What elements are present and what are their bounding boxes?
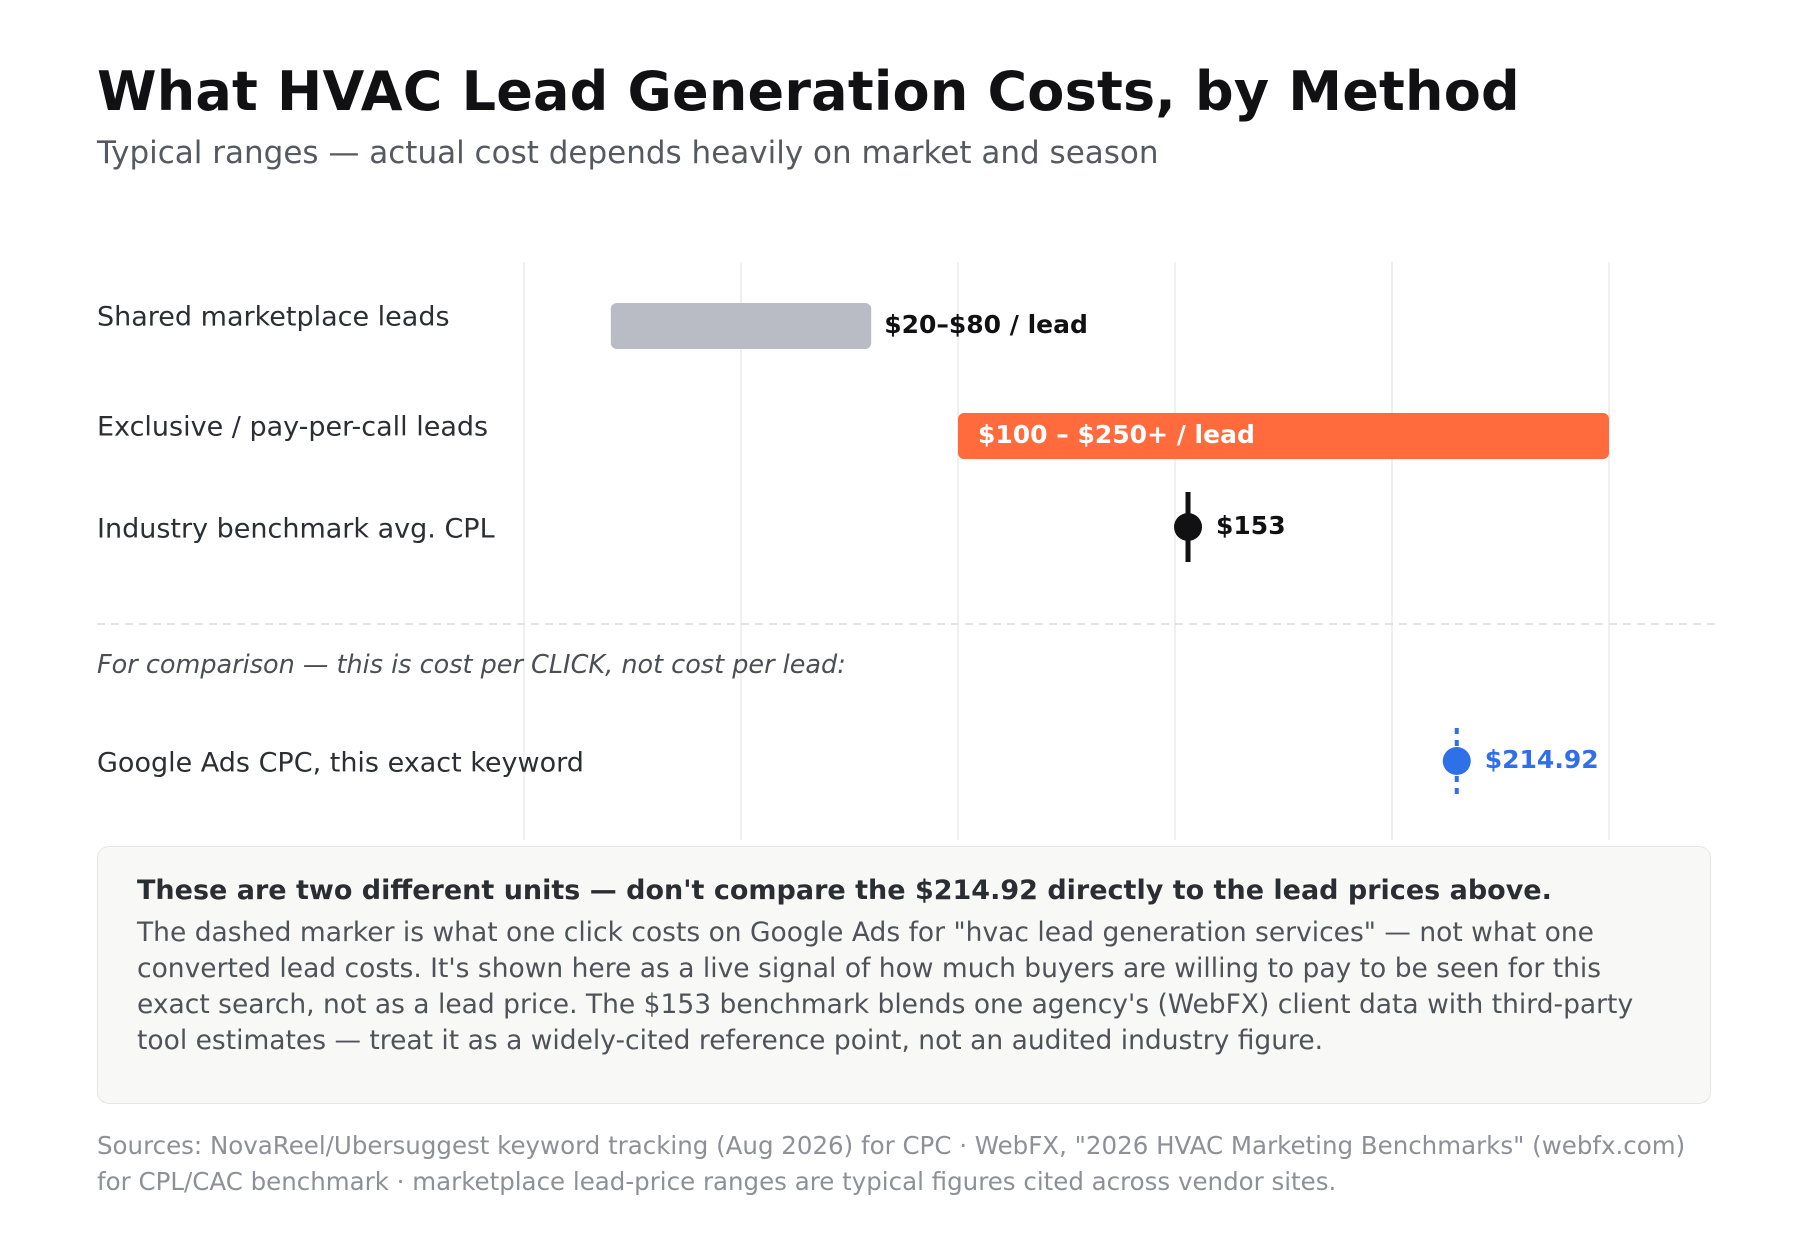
cpc-label-cmp0: $214.92: [1485, 745, 1599, 774]
row-label-0: Shared marketplace leads: [97, 302, 450, 333]
range-label-0: $20–$80 / lead: [884, 310, 1088, 339]
units-warning-callout: These are two different units — don't co…: [97, 846, 1711, 1104]
benchmark-label-2: $153: [1216, 511, 1286, 540]
comparison-note: For comparison — this is cost per CLICK,…: [97, 650, 846, 680]
row-label-2: Industry benchmark avg. CPL: [97, 514, 495, 545]
lead-cost-chart: Shared marketplace leads $20–$80 / lead Ex…: [97, 262, 1717, 840]
callout-heading: These are two different units — don't co…: [137, 875, 1552, 906]
callout-body: The dashed marker is what one click cost…: [137, 917, 1634, 1056]
chart-subtitle: Typical ranges — actual cost depends hea…: [97, 135, 1159, 171]
row-label-1: Exclusive / pay-per-call leads: [97, 412, 488, 443]
chart-title: What HVAC Lead Generation Costs, by Meth…: [97, 60, 1520, 123]
row-label-cmp0: Google Ads CPC, this exact keyword: [97, 748, 584, 779]
cpc-point-cmp0: [1442, 747, 1471, 775]
range-label-1: $100 – $250+ / lead: [978, 420, 1255, 449]
benchmark-point-2: [1174, 513, 1203, 541]
range-bar-0: [610, 303, 872, 349]
range-bar-1: [958, 413, 1609, 459]
sources-note: Sources: NovaReel/Ubersuggest keyword tr…: [97, 1131, 1686, 1196]
